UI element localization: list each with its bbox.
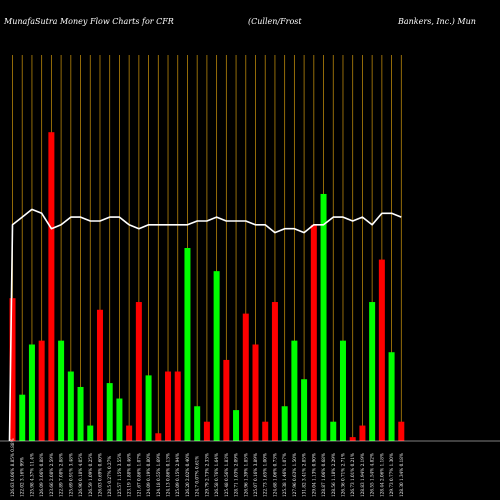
- x-tick-label: 126.20 2.02% 0.40%: [185, 453, 190, 497]
- x-tick-label: 126.36 0.71% 2.71%: [340, 453, 345, 497]
- money-flow-bar: [19, 394, 26, 441]
- header-left: MunafaSutra Money Flow Charts for CFR: [3, 17, 174, 26]
- money-flow-bar: [106, 383, 113, 441]
- money-flow-bar: [242, 313, 249, 441]
- money-flow-bar: [194, 406, 201, 441]
- x-tick-label: 125.69 0.91% 3.48%: [68, 453, 73, 497]
- x-tick-label: 129.79 2.73% 2.33%: [204, 453, 209, 497]
- x-tick-label: 122.89 7.08% 2.88%: [59, 453, 64, 497]
- x-tick-label: 125.57 1.15% 3.55%: [117, 453, 122, 497]
- money-flow-bar: [398, 421, 405, 441]
- money-flow-bar: [378, 259, 385, 441]
- money-flow-bar: [38, 340, 45, 441]
- money-flow-bar: [77, 386, 84, 441]
- x-tick-label: 128.83 1.94% 2.19%: [360, 453, 365, 497]
- x-tick-label: 131.82 3.41% 2.85%: [302, 453, 307, 497]
- money-flow-bar: [349, 437, 356, 441]
- money-flow-bar: [271, 302, 278, 441]
- x-tick-label: 128.56 1.18% 2.29%: [331, 453, 336, 497]
- x-tick-label: 126.90 0.18% 4.05%: [78, 453, 83, 497]
- x-tick-label: 125.48 0.56% 1.83%: [224, 453, 229, 497]
- money-flow-bar: [174, 371, 181, 441]
- money-flow-bar: [9, 298, 16, 441]
- x-tick-label: 129.04 1.13% 0.90%: [311, 453, 316, 497]
- x-tick-label: 122.02 3.16% 99%: [20, 457, 25, 497]
- money-flow-bar: [203, 421, 210, 441]
- x-tick-label: 128.71 1.03% 2.09%: [234, 453, 239, 497]
- x-tick-label: 126.96 1.39% 1.85%: [243, 453, 248, 497]
- x-tick-label: 126.55 1.54% 4.82%: [370, 453, 375, 497]
- x-tick-label: 126.03 0.69% 0.60%: [97, 453, 102, 497]
- money-flow-bar: [320, 193, 327, 441]
- x-tick-label: 126.09 3.06% 0.88%: [39, 453, 44, 497]
- x-tick-label: 127.96 0.63% 1.50%: [292, 453, 297, 497]
- x-tick-label: 123.66 2.08% 2.59%: [49, 453, 54, 497]
- x-tick-label: 126.63 0.06% 8.85% 0.88%: [10, 438, 15, 497]
- header-right: Bankers, Inc.) Mun: [397, 17, 476, 26]
- x-tick-label: 124.68 1.06% 0.73%: [272, 453, 277, 497]
- x-tick-label: 129.73 0.77% 1.30%: [389, 453, 394, 497]
- x-tick-label: 124.7 0.07% 0.61%: [195, 456, 200, 497]
- money-flow-bar: [291, 340, 298, 441]
- money-flow-bar: [359, 425, 366, 441]
- x-tick-label: 124.09 0.19% 0.80%: [146, 453, 151, 497]
- money-flow-bar: [301, 379, 308, 441]
- money-flow-bar: [184, 248, 191, 441]
- money-flow-bar: [233, 410, 240, 441]
- x-tick-label: 124.18 0.55% 1.69%: [156, 453, 161, 497]
- x-tick-label: 124.13 0.86% 0.13%: [166, 453, 171, 497]
- price-line: [0, 208, 500, 442]
- money-flow-bar: [252, 344, 259, 441]
- price-line-path: [8, 208, 402, 442]
- money-flow-bar: [165, 371, 172, 441]
- money-flow-bar: [213, 271, 220, 441]
- money-flow-bar: [28, 344, 35, 441]
- x-tick-label: 123.19 1.88% 0.46%: [127, 453, 132, 497]
- money-flow-bar: [223, 359, 230, 441]
- header-mid: (Cullen/Frost: [248, 17, 302, 26]
- money-flow-bar: [369, 302, 376, 441]
- money-flow-bar: [155, 433, 162, 441]
- x-tick-label: 126.58 0.76% 1.64%: [214, 453, 219, 497]
- money-flow-bar: [96, 309, 103, 441]
- money-flow-bar: [310, 224, 317, 441]
- x-tick-label: 125.09 0.15% 2.94%: [175, 453, 180, 497]
- x-axis-tick-labels: 126.63 0.06% 8.85% 0.88% 122.02 3.16% 99%…: [10, 438, 404, 497]
- x-tick-label: 128.87 1.06% 0.68%: [321, 453, 326, 497]
- x-tick-label: 128.30 1.34% 0.18%: [399, 453, 404, 497]
- money-flow-bar: [126, 425, 133, 441]
- money-flow-bar: [116, 398, 123, 441]
- x-tick-label: 126.59 1.09% 0.25%: [88, 453, 93, 497]
- money-flow-bar: [339, 340, 346, 441]
- x-tick-label: 128.44 2.06% 1.18%: [379, 453, 384, 497]
- x-tick-label: 122.73 1.65% 1.00%: [263, 453, 268, 497]
- money-flow-bar: [388, 352, 395, 441]
- x-tick-label: 125.38 1.46% 1.07%: [282, 453, 287, 497]
- money-flow-bar: [281, 406, 288, 441]
- x-tick-label: 121.67 0.86% 1.07%: [136, 453, 141, 497]
- bar-series: [9, 132, 405, 441]
- money-flow-bar: [48, 132, 55, 441]
- money-flow-bar: [145, 375, 152, 441]
- money-flow-bar: [58, 340, 65, 441]
- money-flow-bar: [87, 425, 94, 441]
- money-flow-bar: [262, 421, 269, 441]
- x-tick-label: 125.07 0.16% 3.89%: [253, 453, 258, 497]
- money-flow-bar: [67, 371, 74, 441]
- money-flow-bar: [135, 302, 142, 441]
- money-flow-bar: [330, 421, 337, 441]
- x-tick-label: 128.5 0.27% 0.27%: [107, 456, 112, 497]
- x-tick-label: 125.98 4.37% 11.4%: [29, 453, 34, 497]
- x-tick-label: 126.73 1.01% 0.21%: [350, 453, 355, 497]
